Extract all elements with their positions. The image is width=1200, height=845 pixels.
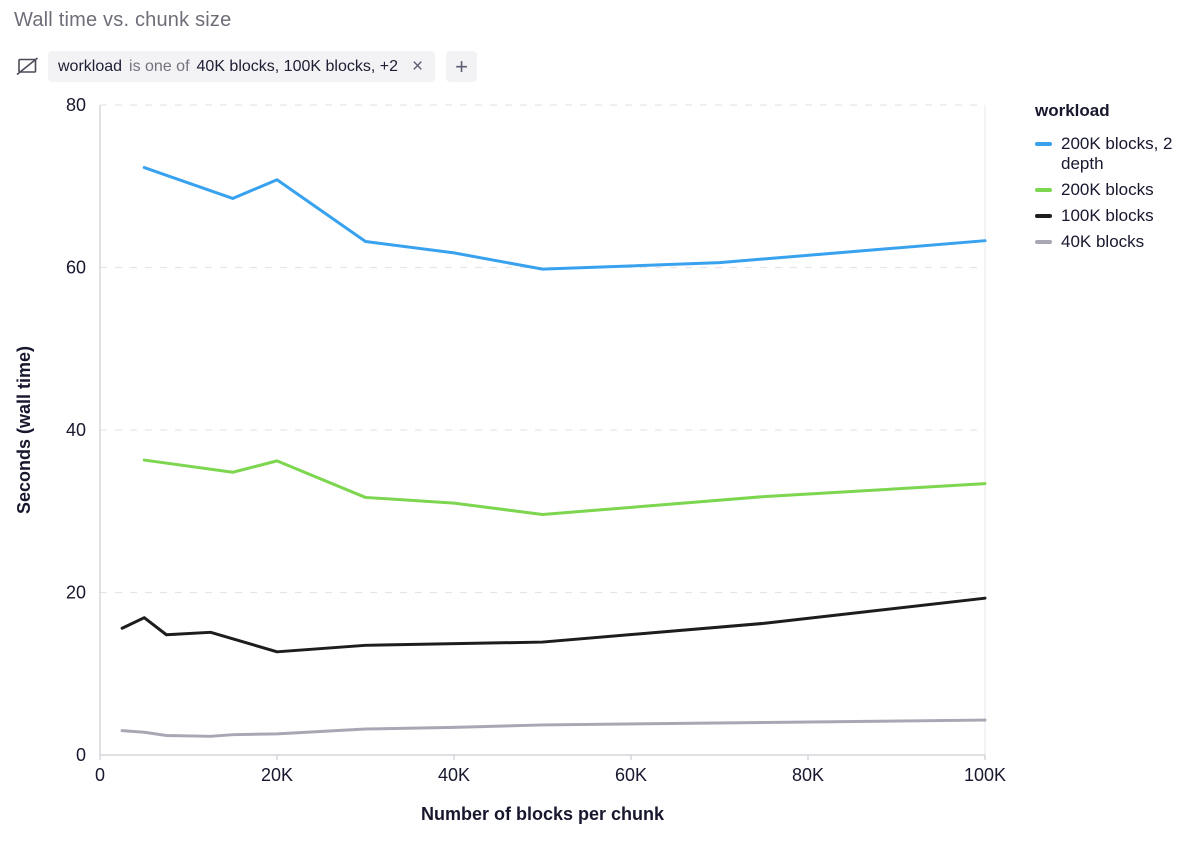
legend: workload 200K blocks, 2 depth 200K blocks… bbox=[1035, 101, 1200, 258]
chart-filter-icon bbox=[16, 56, 39, 77]
legend-label: 200K blocks, 2 depth bbox=[1061, 134, 1173, 173]
y-tick-label-0: 0 bbox=[76, 745, 86, 765]
legend-item-100k-blocks[interactable]: 100K blocks bbox=[1035, 206, 1200, 226]
legend-swatch bbox=[1035, 240, 1052, 244]
add-filter-button[interactable]: + bbox=[446, 51, 478, 82]
x-axis-title: Number of blocks per chunk bbox=[421, 804, 665, 824]
legend-title: workload bbox=[1035, 101, 1110, 120]
filter-operator-label: is one of bbox=[129, 57, 190, 75]
x-tick-label-100K: 100K bbox=[964, 765, 1006, 785]
y-axis-title: Seconds (wall time) bbox=[14, 346, 34, 514]
x-tick-label-60K: 60K bbox=[615, 765, 647, 785]
plot-area: 0 20 40 60 80 0 20K 40K 60K 80K 100K Number of bloc… bbox=[0, 90, 1010, 845]
series-line-200k-blocks-2-depth bbox=[142, 166, 987, 271]
y-tick-label-80: 80 bbox=[66, 95, 86, 115]
legend-item-40k-blocks[interactable]: 40K blocks bbox=[1035, 232, 1200, 252]
x-tick-label-40K: 40K bbox=[438, 765, 470, 785]
x-tick-label-20K: 20K bbox=[261, 765, 293, 785]
legend-swatch bbox=[1035, 188, 1052, 192]
line-chart-svg: 0 20 40 60 80 0 20K 40K 60K 80K 100K Number of bloc… bbox=[14, 95, 1006, 824]
filter-field-label: workload bbox=[58, 57, 123, 75]
x-tick-label-0: 0 bbox=[95, 765, 105, 785]
series-line-100k-blocks bbox=[120, 596, 987, 654]
filter-pill[interactable]: workload is one of 40K blocks, 100K bloc… bbox=[48, 51, 436, 82]
filter-values-label: 40K blocks, 100K blocks, +2 bbox=[196, 57, 398, 75]
legend-label: 40K blocks bbox=[1061, 232, 1145, 251]
filter-bar: workload is one of 40K blocks, 100K bloc… bbox=[16, 51, 478, 82]
y-tick-label-60: 60 bbox=[66, 258, 86, 278]
y-tick-label-20: 20 bbox=[66, 583, 86, 603]
series-line-200k-blocks bbox=[142, 458, 987, 516]
chart-title: Wall time vs. chunk size bbox=[14, 9, 232, 31]
legend-item-200k-blocks-2-depth[interactable]: 200K blocks, 2 depth bbox=[1035, 134, 1200, 174]
legend-swatch bbox=[1035, 142, 1052, 146]
series-line-40k-blocks bbox=[120, 718, 987, 738]
legend-item-200k-blocks[interactable]: 200K blocks bbox=[1035, 180, 1200, 200]
legend-swatch bbox=[1035, 214, 1052, 218]
legend-items: 200K blocks, 2 depth 200K blocks 100K bloc… bbox=[1035, 134, 1200, 252]
x-tick-label-80K: 80K bbox=[792, 765, 824, 785]
legend-label: 100K blocks bbox=[1061, 206, 1154, 225]
y-tick-label-40: 40 bbox=[66, 420, 86, 440]
legend-label: 200K blocks bbox=[1061, 180, 1154, 199]
remove-filter-button[interactable]: × bbox=[411, 56, 424, 77]
